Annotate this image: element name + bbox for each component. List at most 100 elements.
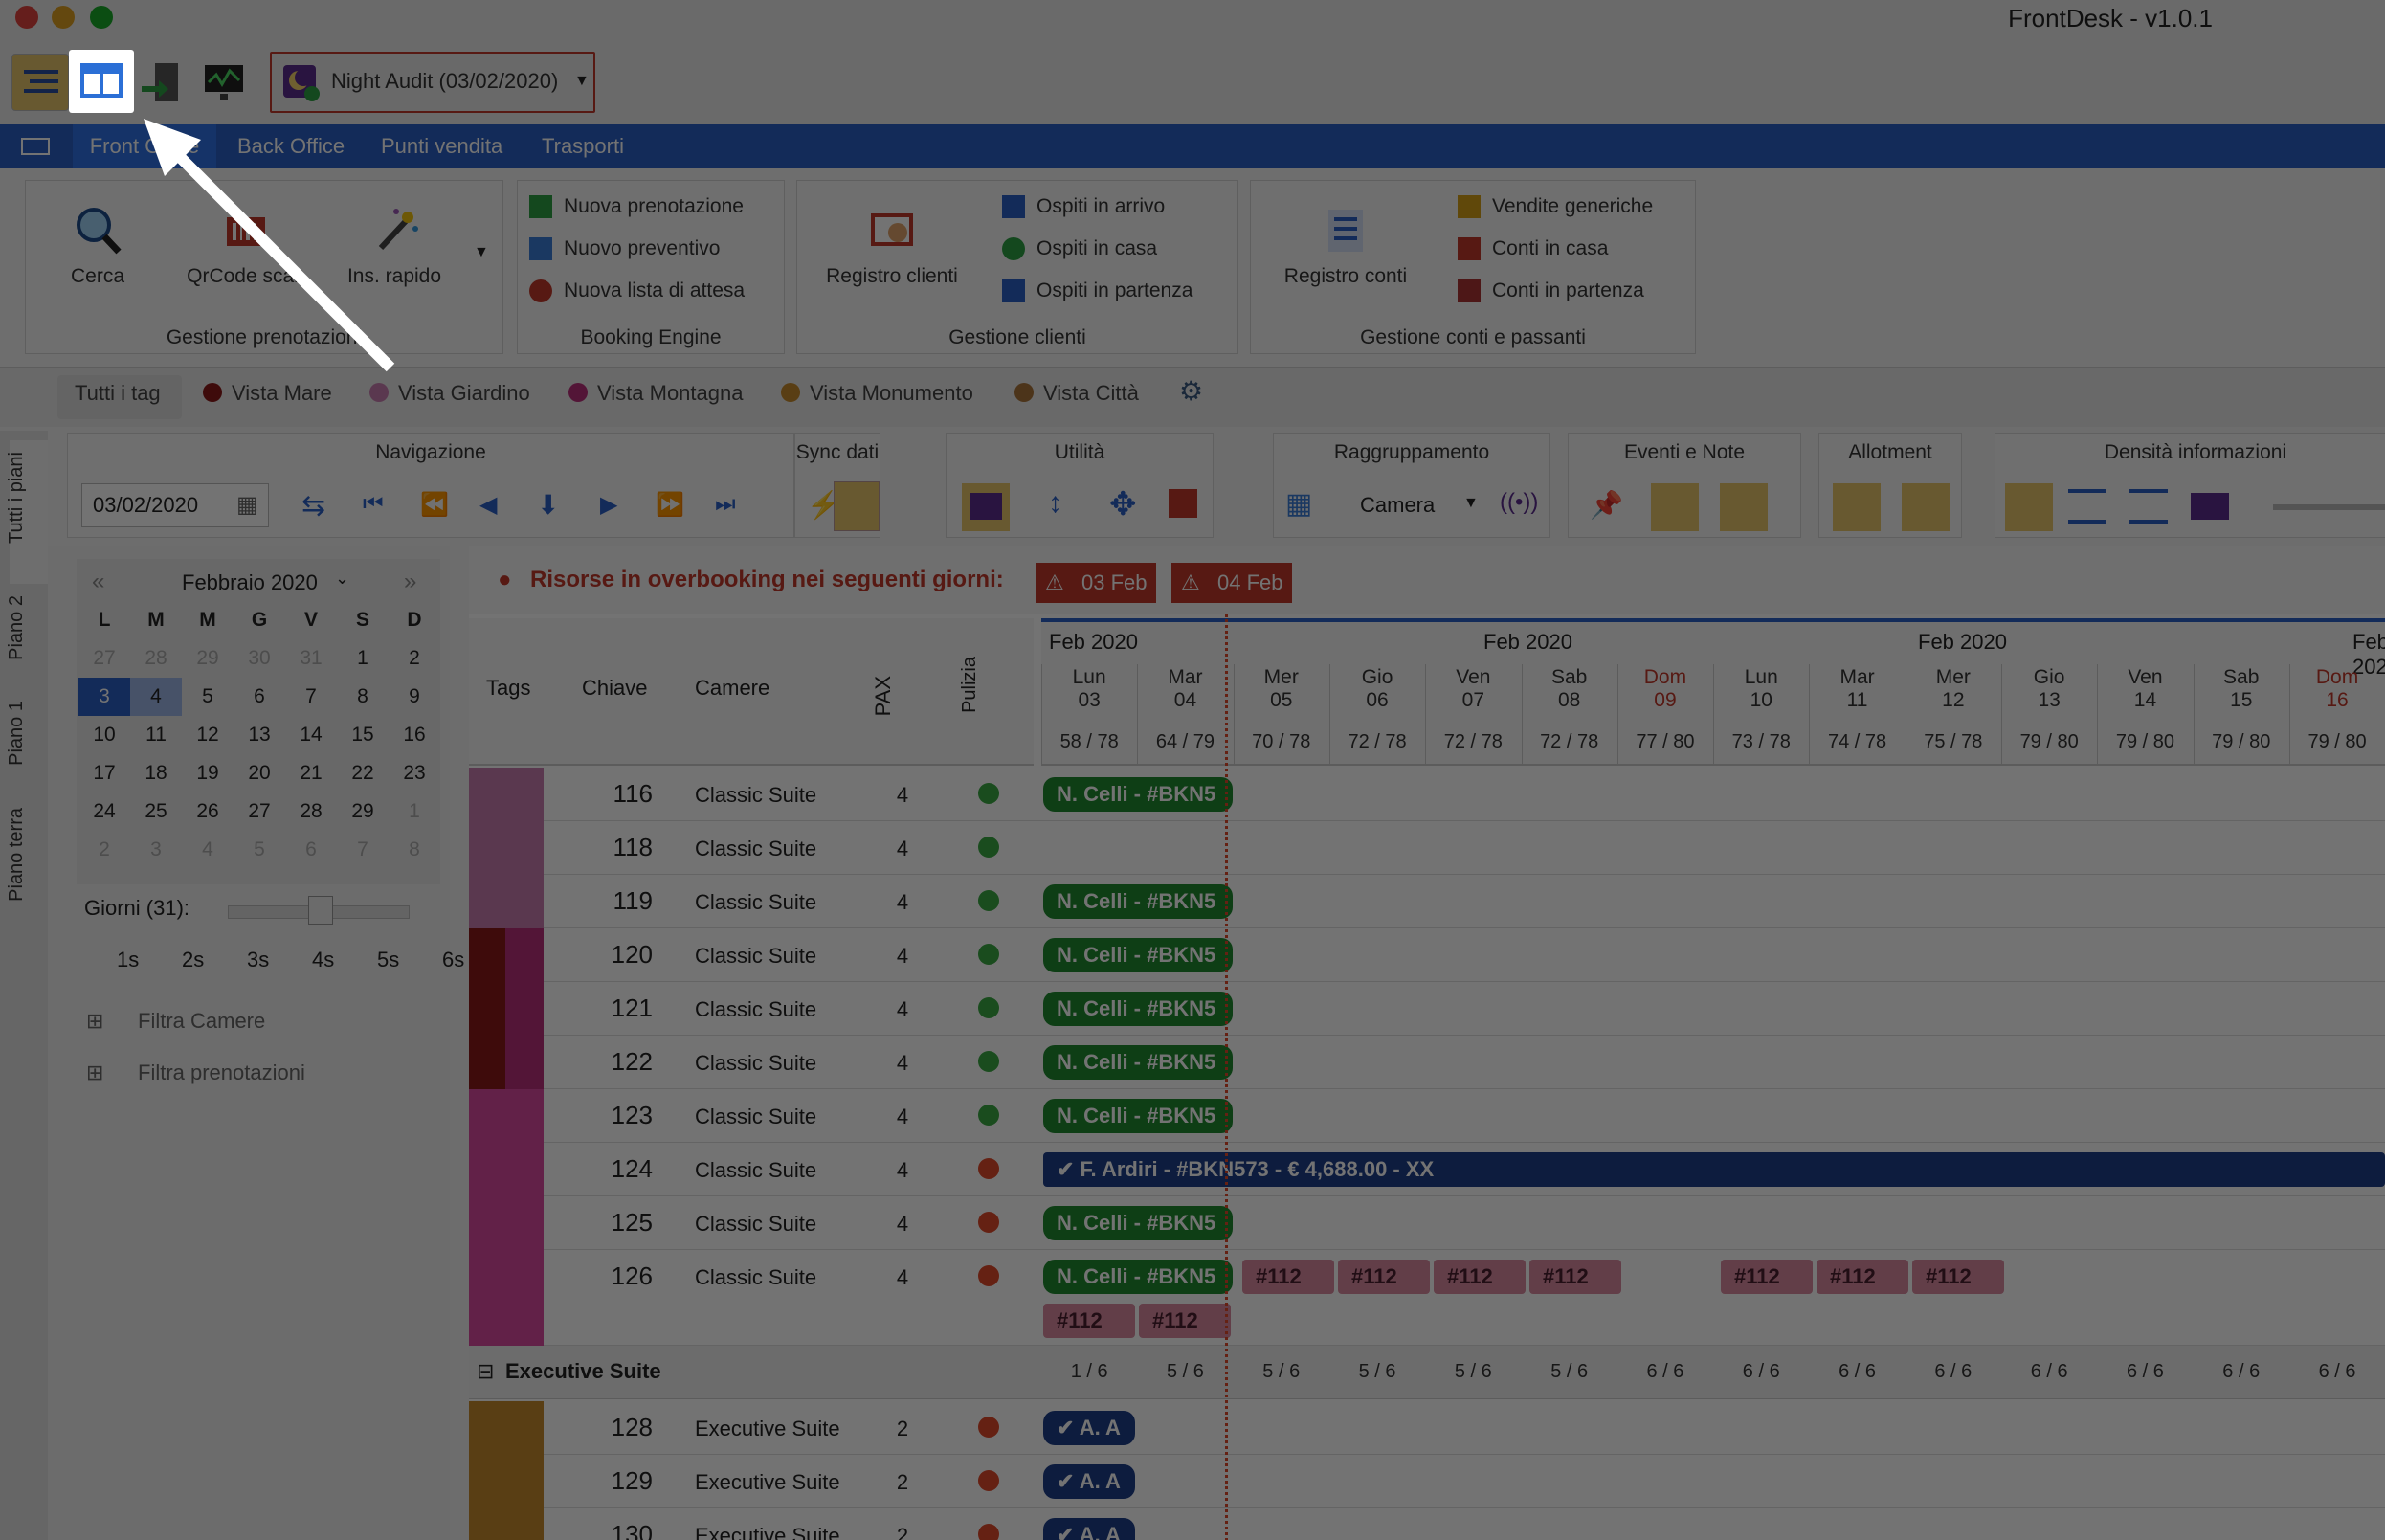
calendar-day[interactable]: 28 [145,647,167,669]
table-row[interactable]: 124 Classic Suite 4 ✔ F. Ardiri - #BKN573 -… [469,1143,2385,1196]
first-icon[interactable]: ⏮ [363,491,384,517]
tab-punti-vendita[interactable]: Punti vendita [381,134,503,158]
prev-month-icon[interactable]: « [92,569,105,594]
refresh-icon[interactable]: ⇆ [301,490,326,522]
calendar-day[interactable]: 6 [254,685,265,707]
tag-vista-montagna[interactable]: Vista Montagna [568,381,743,406]
cleaning-status-dot[interactable] [978,997,999,1018]
calendar-day[interactable]: 14 [300,724,323,746]
calendar-day[interactable]: 26 [196,800,219,822]
notes-button[interactable] [962,483,1010,531]
ins-rapido-button[interactable]: Ins. rapido [332,204,457,288]
tag-vista-mare[interactable]: Vista Mare [203,381,332,406]
calendar-day[interactable]: 20 [248,762,271,784]
calendar-day[interactable]: 1 [357,647,368,669]
next-month-icon[interactable]: » [404,569,417,594]
chevron-down-icon[interactable]: ⌄ [335,569,350,588]
booking-bar[interactable]: N. Celli - #BKN5 [1043,777,1233,812]
cleaning-status-dot[interactable] [978,944,999,965]
calendar-day[interactable]: 2 [409,647,420,669]
broadcast-icon[interactable]: ((•)) [1500,489,1539,515]
swap-rooms-icon[interactable] [1169,489,1197,518]
qrcode-scan-button[interactable]: QrCode scan [174,204,318,288]
night-audit-selector[interactable]: Night Audit (03/02/2020) ▼ [270,52,595,113]
collapse-icon[interactable]: ⊟ [477,1359,495,1383]
calendar-day[interactable]: 19 [196,762,219,784]
calendar-day[interactable]: 22 [351,762,374,784]
table-row[interactable]: 128 Executive Suite 2 ✔ A. A [469,1401,2385,1455]
calendar-day[interactable]: 25 [145,800,167,822]
conti-partenza-button[interactable]: Conti in partenza [1458,275,1644,307]
nuovo-preventivo-button[interactable]: Nuovo preventivo [529,233,720,265]
calendar-day[interactable]: 16 [403,724,426,746]
sticky-note-button[interactable] [1651,483,1699,531]
table-row[interactable]: 123 Classic Suite 4 N. Celli - #BKN5 [469,1089,2385,1143]
booking-bar[interactable]: ✔ A. A [1043,1464,1135,1499]
grouping-select[interactable]: Camera [1360,493,1436,517]
cleaning-status-dot[interactable] [978,1470,999,1491]
registro-conti-button[interactable]: Registro conti [1264,204,1427,288]
mini-booking[interactable]: #112 [1912,1260,2004,1294]
tag-vista-citta[interactable]: Vista Città [1014,381,1139,406]
calendar-day[interactable]: 31 [300,647,323,669]
vendite-generiche-button[interactable]: Vendite generiche [1458,190,1653,223]
nuova-prenotazione-button[interactable]: Nuova prenotazione [529,190,744,223]
forward-icon[interactable]: ▶ [600,492,618,518]
calendar-day[interactable]: 9 [409,685,420,707]
filtra-prenotazioni[interactable]: Filtra prenotazioni [138,1060,305,1084]
calendar-month[interactable]: Febbraio 2020 [182,570,318,594]
booking-bar[interactable]: ✔ A. A [1043,1411,1135,1445]
checkin-button[interactable] [134,54,191,111]
tab-back-office[interactable]: Back Office [237,134,345,158]
back-icon[interactable]: ◀ [479,492,498,518]
booking-bar[interactable]: N. Celli - #BKN5 [1043,884,1233,919]
mini-booking[interactable]: #112 [1529,1260,1621,1294]
cleaning-status-dot[interactable] [978,1212,999,1233]
cleaning-status-dot[interactable] [978,1417,999,1438]
calendar-day[interactable]: 15 [351,724,374,746]
booking-bar[interactable]: N. Celli - #BKN5 [1043,938,1233,972]
move-icon[interactable]: ✥ [1109,486,1137,523]
ospiti-arrivo-button[interactable]: Ospiti in arrivo [1002,190,1165,223]
cleaning-status-dot[interactable] [978,1265,999,1286]
allotment-button-2[interactable] [1902,483,1950,531]
chevron-down-icon[interactable]: ▼ [1463,495,1479,511]
monitor-button[interactable] [195,54,253,111]
calendar-day[interactable]: 8 [357,685,368,707]
booking-bar[interactable]: N. Celli - #BKN5 [1043,1260,1233,1294]
table-row[interactable]: 120 Classic Suite 4 N. Celli - #BKN5 [469,928,2385,982]
today-icon[interactable]: ⬇ [537,490,560,520]
booking-bar[interactable]: ✔ F. Ardiri - #BKN573 - € 4,688.00 - XX [1043,1152,2385,1187]
mini-booking[interactable]: #112 [1817,1260,1908,1294]
mini-booking[interactable]: #112 [1242,1260,1334,1294]
calendar-day[interactable]: 7 [305,685,317,707]
expand-icon[interactable]: ⊞ [86,1009,104,1033]
calendar-day[interactable]: 5 [202,685,213,707]
calendar-day[interactable]: 4 [202,838,213,860]
registro-clienti-button[interactable]: Registro clienti [811,204,973,288]
table-row[interactable]: 118 Classic Suite 4 [469,821,2385,875]
calendar-day[interactable]: 30 [248,647,271,669]
booking-bar[interactable]: N. Celli - #BKN5 [1043,992,1233,1026]
span-button[interactable]: 1s [117,948,140,971]
table-row[interactable]: 130 Executive Suite 2 ✔ A. A [469,1508,2385,1540]
span-button[interactable]: 5s [377,948,400,971]
table-row[interactable]: 125 Classic Suite 4 N. Celli - #BKN5 [469,1196,2385,1250]
allotment-button-1[interactable] [1833,483,1881,531]
tag-vista-monumento[interactable]: Vista Monumento [781,381,973,406]
calendar-day[interactable]: 11 [145,724,167,746]
calendar-day[interactable]: 21 [300,762,323,784]
density-button-2[interactable] [2068,489,2106,524]
cleaning-status-dot[interactable] [978,837,999,858]
calendar-day[interactable]: 13 [248,724,271,746]
fast-forward-icon[interactable]: ⏩ [656,492,684,518]
ospiti-casa-button[interactable]: Ospiti in casa [1002,233,1157,265]
calendar-day[interactable]: 18 [145,762,167,784]
floor-tab-piano-terra[interactable]: Piano terra [6,808,27,902]
span-button[interactable]: 6s [442,948,465,971]
menu-collapse-icon[interactable] [21,138,50,155]
mini-booking[interactable]: #112 [1434,1260,1526,1294]
mini-booking[interactable]: #112 [1338,1260,1430,1294]
ospiti-partenza-button[interactable]: Ospiti in partenza [1002,275,1192,307]
cleaning-status-dot[interactable] [978,1051,999,1072]
